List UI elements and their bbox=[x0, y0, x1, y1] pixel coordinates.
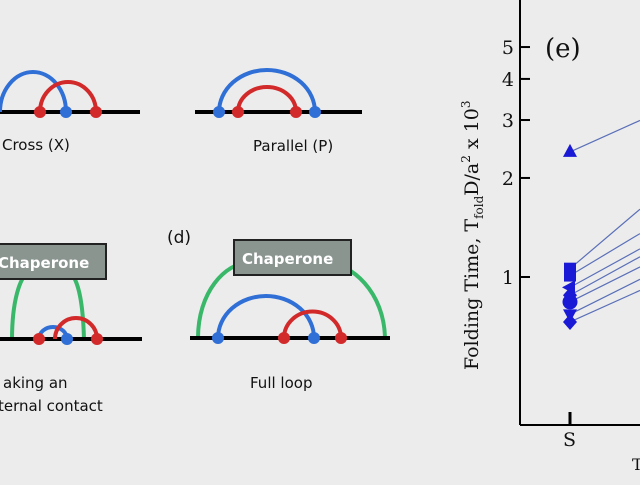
x-axis-label-fragment: T bbox=[632, 455, 640, 474]
y-axis-label: Folding Time, TfoldD/a2 x 103 bbox=[459, 100, 486, 370]
x-tick-label: S bbox=[563, 429, 576, 451]
cross-red-node bbox=[34, 106, 46, 118]
full-loop-diagram: (d) Chaperone Full loop bbox=[167, 228, 390, 392]
breaking-blue-node bbox=[61, 333, 73, 345]
connector-line bbox=[569, 266, 640, 303]
y-tick-label: 4 bbox=[502, 69, 514, 91]
parallel-diagram: Parallel (P) bbox=[195, 68, 362, 155]
chaperone-label: Chaperone bbox=[242, 250, 333, 268]
breaking-red-node bbox=[33, 333, 45, 345]
full-loop-label: Full loop bbox=[250, 374, 312, 392]
parallel-red-node bbox=[290, 106, 302, 118]
full-loop-blue-arc bbox=[216, 294, 316, 339]
connector-line bbox=[569, 248, 640, 288]
breaking-red-node bbox=[91, 333, 103, 345]
breaking-contact-diagram: Chaperone aking an ternal contact bbox=[0, 243, 142, 415]
full-loop-red-arc bbox=[282, 309, 343, 339]
connector-line bbox=[569, 233, 640, 277]
connector-line bbox=[569, 208, 640, 270]
point-square bbox=[564, 269, 576, 282]
full-loop-red-node bbox=[278, 332, 290, 344]
y-tick-label: 1 bbox=[502, 267, 514, 289]
cross-red-node bbox=[90, 106, 102, 118]
breaking-label-line2: ternal contact bbox=[0, 397, 103, 415]
cross-diagram: Cross (X) bbox=[0, 70, 140, 154]
parallel-blue-arc bbox=[217, 68, 317, 113]
breaking-label-line1: aking an bbox=[3, 374, 68, 392]
panel-d-label: (d) bbox=[167, 228, 191, 248]
chaperone-label: Chaperone bbox=[0, 254, 89, 272]
parallel-label: Parallel (P) bbox=[253, 137, 333, 155]
data-points bbox=[562, 143, 578, 330]
connector-line bbox=[569, 119, 640, 153]
chaperone-box bbox=[233, 239, 352, 276]
cross-red-arc bbox=[38, 80, 98, 113]
connector-line bbox=[569, 289, 640, 323]
cross-label: Cross (X) bbox=[2, 136, 70, 154]
point-diamond bbox=[563, 313, 577, 330]
point-triangle-up bbox=[563, 143, 577, 157]
y-tick-label: 5 bbox=[502, 37, 514, 59]
connector-line bbox=[569, 278, 640, 315]
y-ticks: 1 2 3 4 5 bbox=[502, 37, 530, 289]
parallel-blue-node bbox=[309, 106, 321, 118]
connector-lines bbox=[569, 119, 640, 323]
parallel-blue-node bbox=[213, 106, 225, 118]
chart-panel-e: S T (e) 1 2 3 4 5 Folding Time, TfoldD/a2 x … bbox=[459, 0, 640, 474]
parallel-red-arc bbox=[236, 85, 298, 113]
full-loop-blue-node bbox=[212, 332, 224, 344]
cross-blue-arc bbox=[0, 70, 68, 113]
connector-line bbox=[569, 256, 640, 296]
point-circle bbox=[562, 294, 578, 310]
chaperone-box bbox=[0, 243, 107, 280]
parallel-red-node bbox=[232, 106, 244, 118]
cross-blue-node bbox=[60, 106, 72, 118]
full-loop-red-node bbox=[335, 332, 347, 344]
full-loop-blue-node bbox=[308, 332, 320, 344]
breaking-red-arc bbox=[53, 316, 99, 340]
y-tick-label: 2 bbox=[502, 168, 514, 190]
panel-e-label: (e) bbox=[545, 34, 581, 64]
y-tick-label: 3 bbox=[502, 110, 514, 132]
